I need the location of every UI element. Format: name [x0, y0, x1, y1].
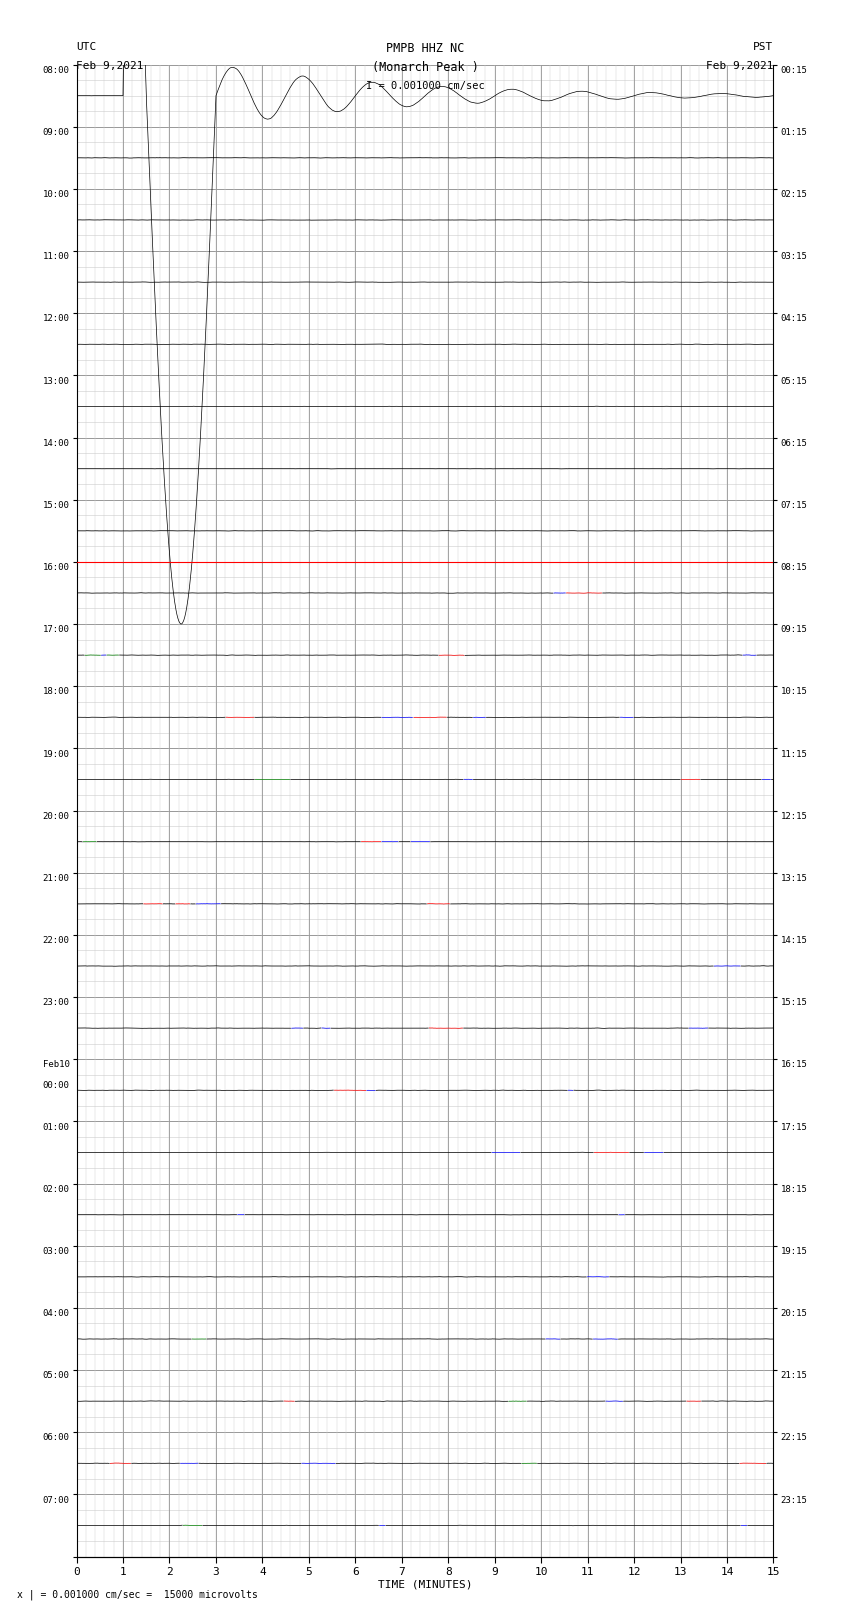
Text: I = 0.001000 cm/sec: I = 0.001000 cm/sec	[366, 81, 484, 90]
Text: 04:15: 04:15	[780, 315, 808, 324]
Text: 14:15: 14:15	[780, 936, 808, 945]
Text: 08:15: 08:15	[780, 563, 808, 573]
Text: 19:00: 19:00	[42, 750, 70, 758]
Text: 06:00: 06:00	[42, 1434, 70, 1442]
Text: 03:15: 03:15	[780, 252, 808, 261]
Text: 16:00: 16:00	[42, 563, 70, 573]
Text: 07:00: 07:00	[42, 1495, 70, 1505]
Text: 16:15: 16:15	[780, 1060, 808, 1069]
Text: 02:00: 02:00	[42, 1186, 70, 1194]
Text: 17:15: 17:15	[780, 1123, 808, 1132]
Text: 12:00: 12:00	[42, 315, 70, 324]
Text: 03:00: 03:00	[42, 1247, 70, 1257]
Text: 06:15: 06:15	[780, 439, 808, 448]
Text: 20:15: 20:15	[780, 1310, 808, 1318]
Text: 14:00: 14:00	[42, 439, 70, 448]
Text: 07:15: 07:15	[780, 502, 808, 510]
Text: 17:00: 17:00	[42, 626, 70, 634]
Text: 10:15: 10:15	[780, 687, 808, 697]
Text: 04:00: 04:00	[42, 1310, 70, 1318]
Text: 01:00: 01:00	[42, 1123, 70, 1132]
Text: 09:15: 09:15	[780, 626, 808, 634]
Text: Feb 9,2021: Feb 9,2021	[76, 61, 144, 71]
Text: 02:15: 02:15	[780, 190, 808, 198]
Text: 00:00: 00:00	[42, 1081, 70, 1090]
Text: 22:15: 22:15	[780, 1434, 808, 1442]
Text: 20:00: 20:00	[42, 811, 70, 821]
Text: 21:15: 21:15	[780, 1371, 808, 1381]
Text: 21:00: 21:00	[42, 874, 70, 882]
Text: Feb10: Feb10	[42, 1060, 70, 1069]
Text: (Monarch Peak ): (Monarch Peak )	[371, 61, 479, 74]
Text: PMPB HHZ NC: PMPB HHZ NC	[386, 42, 464, 55]
Text: 05:15: 05:15	[780, 376, 808, 386]
Text: Feb 9,2021: Feb 9,2021	[706, 61, 774, 71]
Text: 11:00: 11:00	[42, 252, 70, 261]
Text: 09:00: 09:00	[42, 127, 70, 137]
Text: PST: PST	[753, 42, 774, 52]
Text: 18:15: 18:15	[780, 1186, 808, 1194]
Text: 11:15: 11:15	[780, 750, 808, 758]
Text: 13:15: 13:15	[780, 874, 808, 882]
X-axis label: TIME (MINUTES): TIME (MINUTES)	[377, 1579, 473, 1590]
Text: 08:00: 08:00	[42, 66, 70, 74]
Text: 23:00: 23:00	[42, 998, 70, 1007]
Text: 00:15: 00:15	[780, 66, 808, 74]
Text: 15:15: 15:15	[780, 998, 808, 1007]
Text: 22:00: 22:00	[42, 936, 70, 945]
Text: 15:00: 15:00	[42, 502, 70, 510]
Text: 18:00: 18:00	[42, 687, 70, 697]
Text: 12:15: 12:15	[780, 811, 808, 821]
Text: UTC: UTC	[76, 42, 97, 52]
Text: x | = 0.001000 cm/sec =  15000 microvolts: x | = 0.001000 cm/sec = 15000 microvolts	[17, 1589, 258, 1600]
Text: 23:15: 23:15	[780, 1495, 808, 1505]
Text: 13:00: 13:00	[42, 376, 70, 386]
Text: 10:00: 10:00	[42, 190, 70, 198]
Text: 05:00: 05:00	[42, 1371, 70, 1381]
Text: 19:15: 19:15	[780, 1247, 808, 1257]
Text: 01:15: 01:15	[780, 127, 808, 137]
